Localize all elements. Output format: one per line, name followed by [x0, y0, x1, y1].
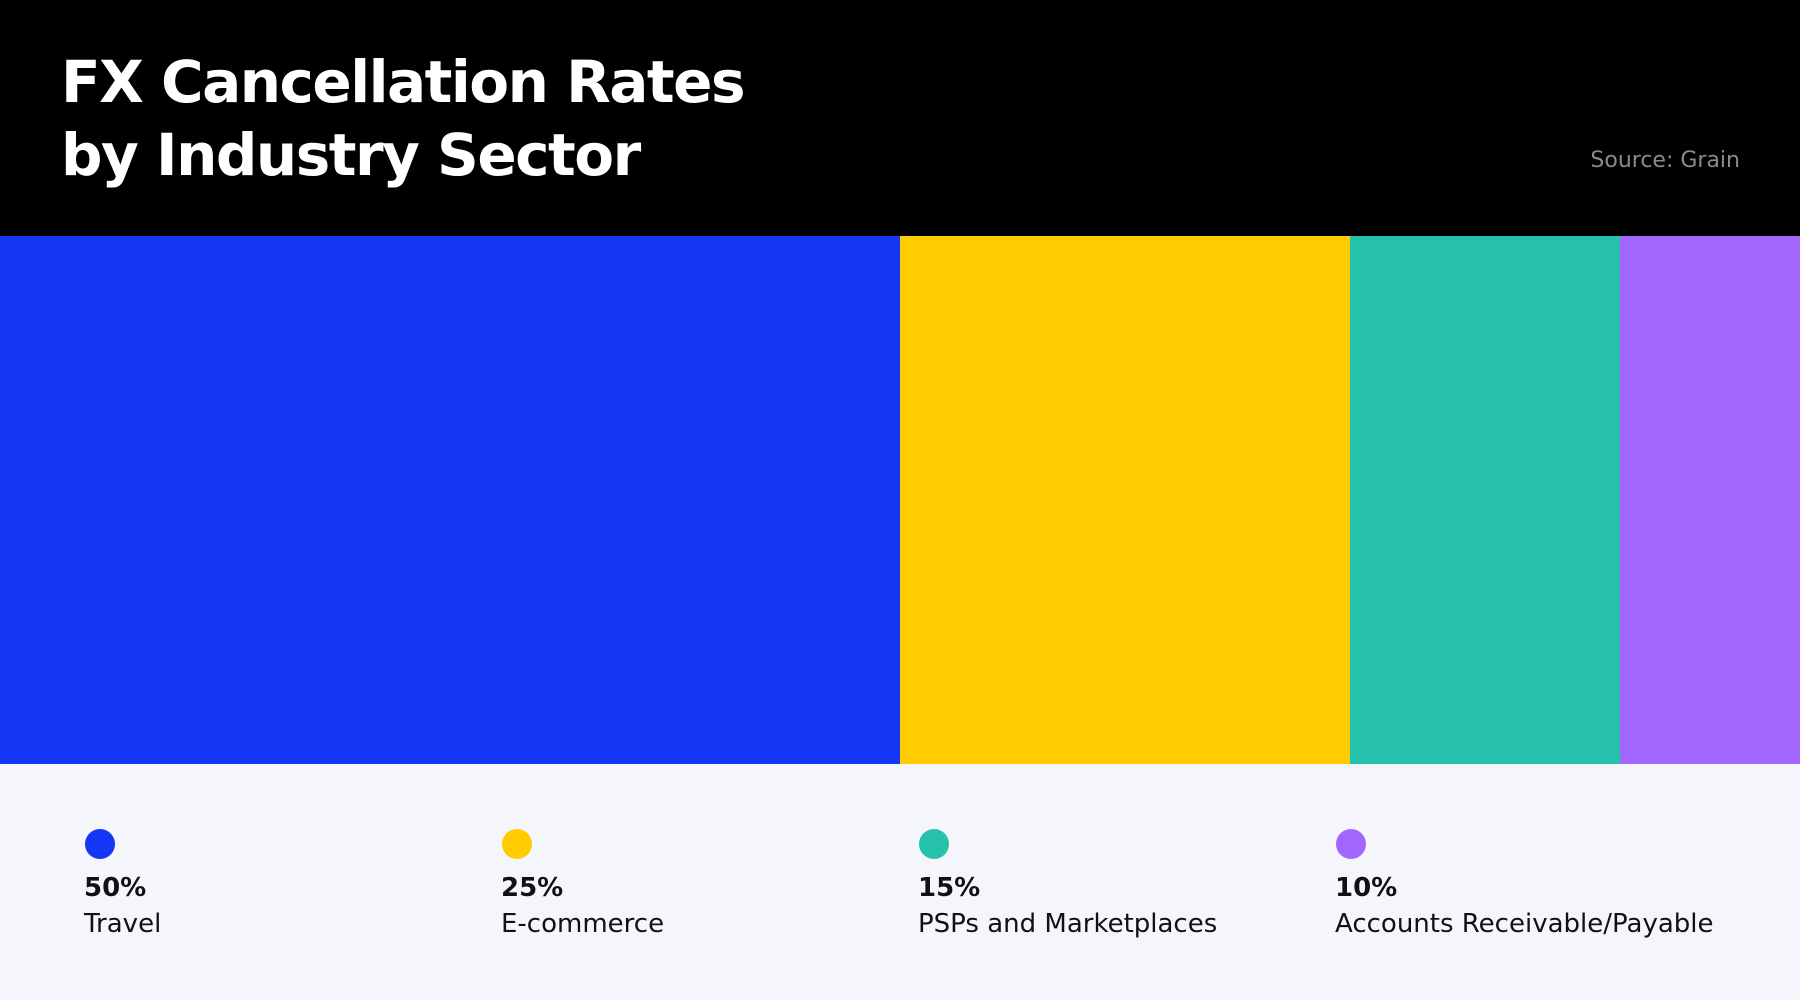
legend-label-ecommerce: E-commerce — [501, 909, 665, 939]
legend-label-accounts: Accounts Receivable/Payable — [1335, 909, 1714, 939]
chart-legend: 50% Travel 25% E-commerce 15% PSPs and M… — [0, 764, 1800, 1000]
source-label: Source: Grain — [1590, 148, 1740, 173]
bar-segment-psps-and-marketplaces — [1350, 236, 1621, 764]
legend-value-ecommerce: 25% — [501, 873, 564, 903]
legend-value-travel: 50% — [84, 873, 147, 903]
legend-label-travel: Travel — [84, 909, 162, 939]
legend-item-ecommerce: 25% E-commerce — [501, 829, 664, 943]
chart-header: FX Cancellation Rates by Industry Sector… — [0, 0, 1800, 236]
stacked-bar-svg — [0, 236, 1800, 764]
bar-segment-accounts-receivable-payable — [1620, 236, 1800, 764]
legend-dot-psps — [919, 829, 949, 859]
legend-dot-accounts — [1336, 829, 1366, 859]
legend-value-psps: 15% — [918, 873, 981, 903]
legend-label-psps: PSPs and Marketplaces — [918, 909, 1218, 939]
legend-dot-travel — [85, 829, 115, 859]
legend-item-travel: 50% Travel — [84, 829, 161, 943]
bar-segment-e-commerce — [900, 236, 1351, 764]
legend-item-psps: 15% PSPs and Marketplaces — [918, 829, 1217, 943]
legend-dot-ecommerce — [502, 829, 532, 859]
legend-value-accounts: 10% — [1335, 873, 1398, 903]
chart-title: FX Cancellation Rates by Industry Sector — [61, 48, 745, 189]
legend-item-accounts: 10% Accounts Receivable/Payable — [1335, 829, 1714, 943]
stacked-bar-chart — [0, 236, 1800, 764]
bar-segment-travel — [0, 236, 901, 764]
